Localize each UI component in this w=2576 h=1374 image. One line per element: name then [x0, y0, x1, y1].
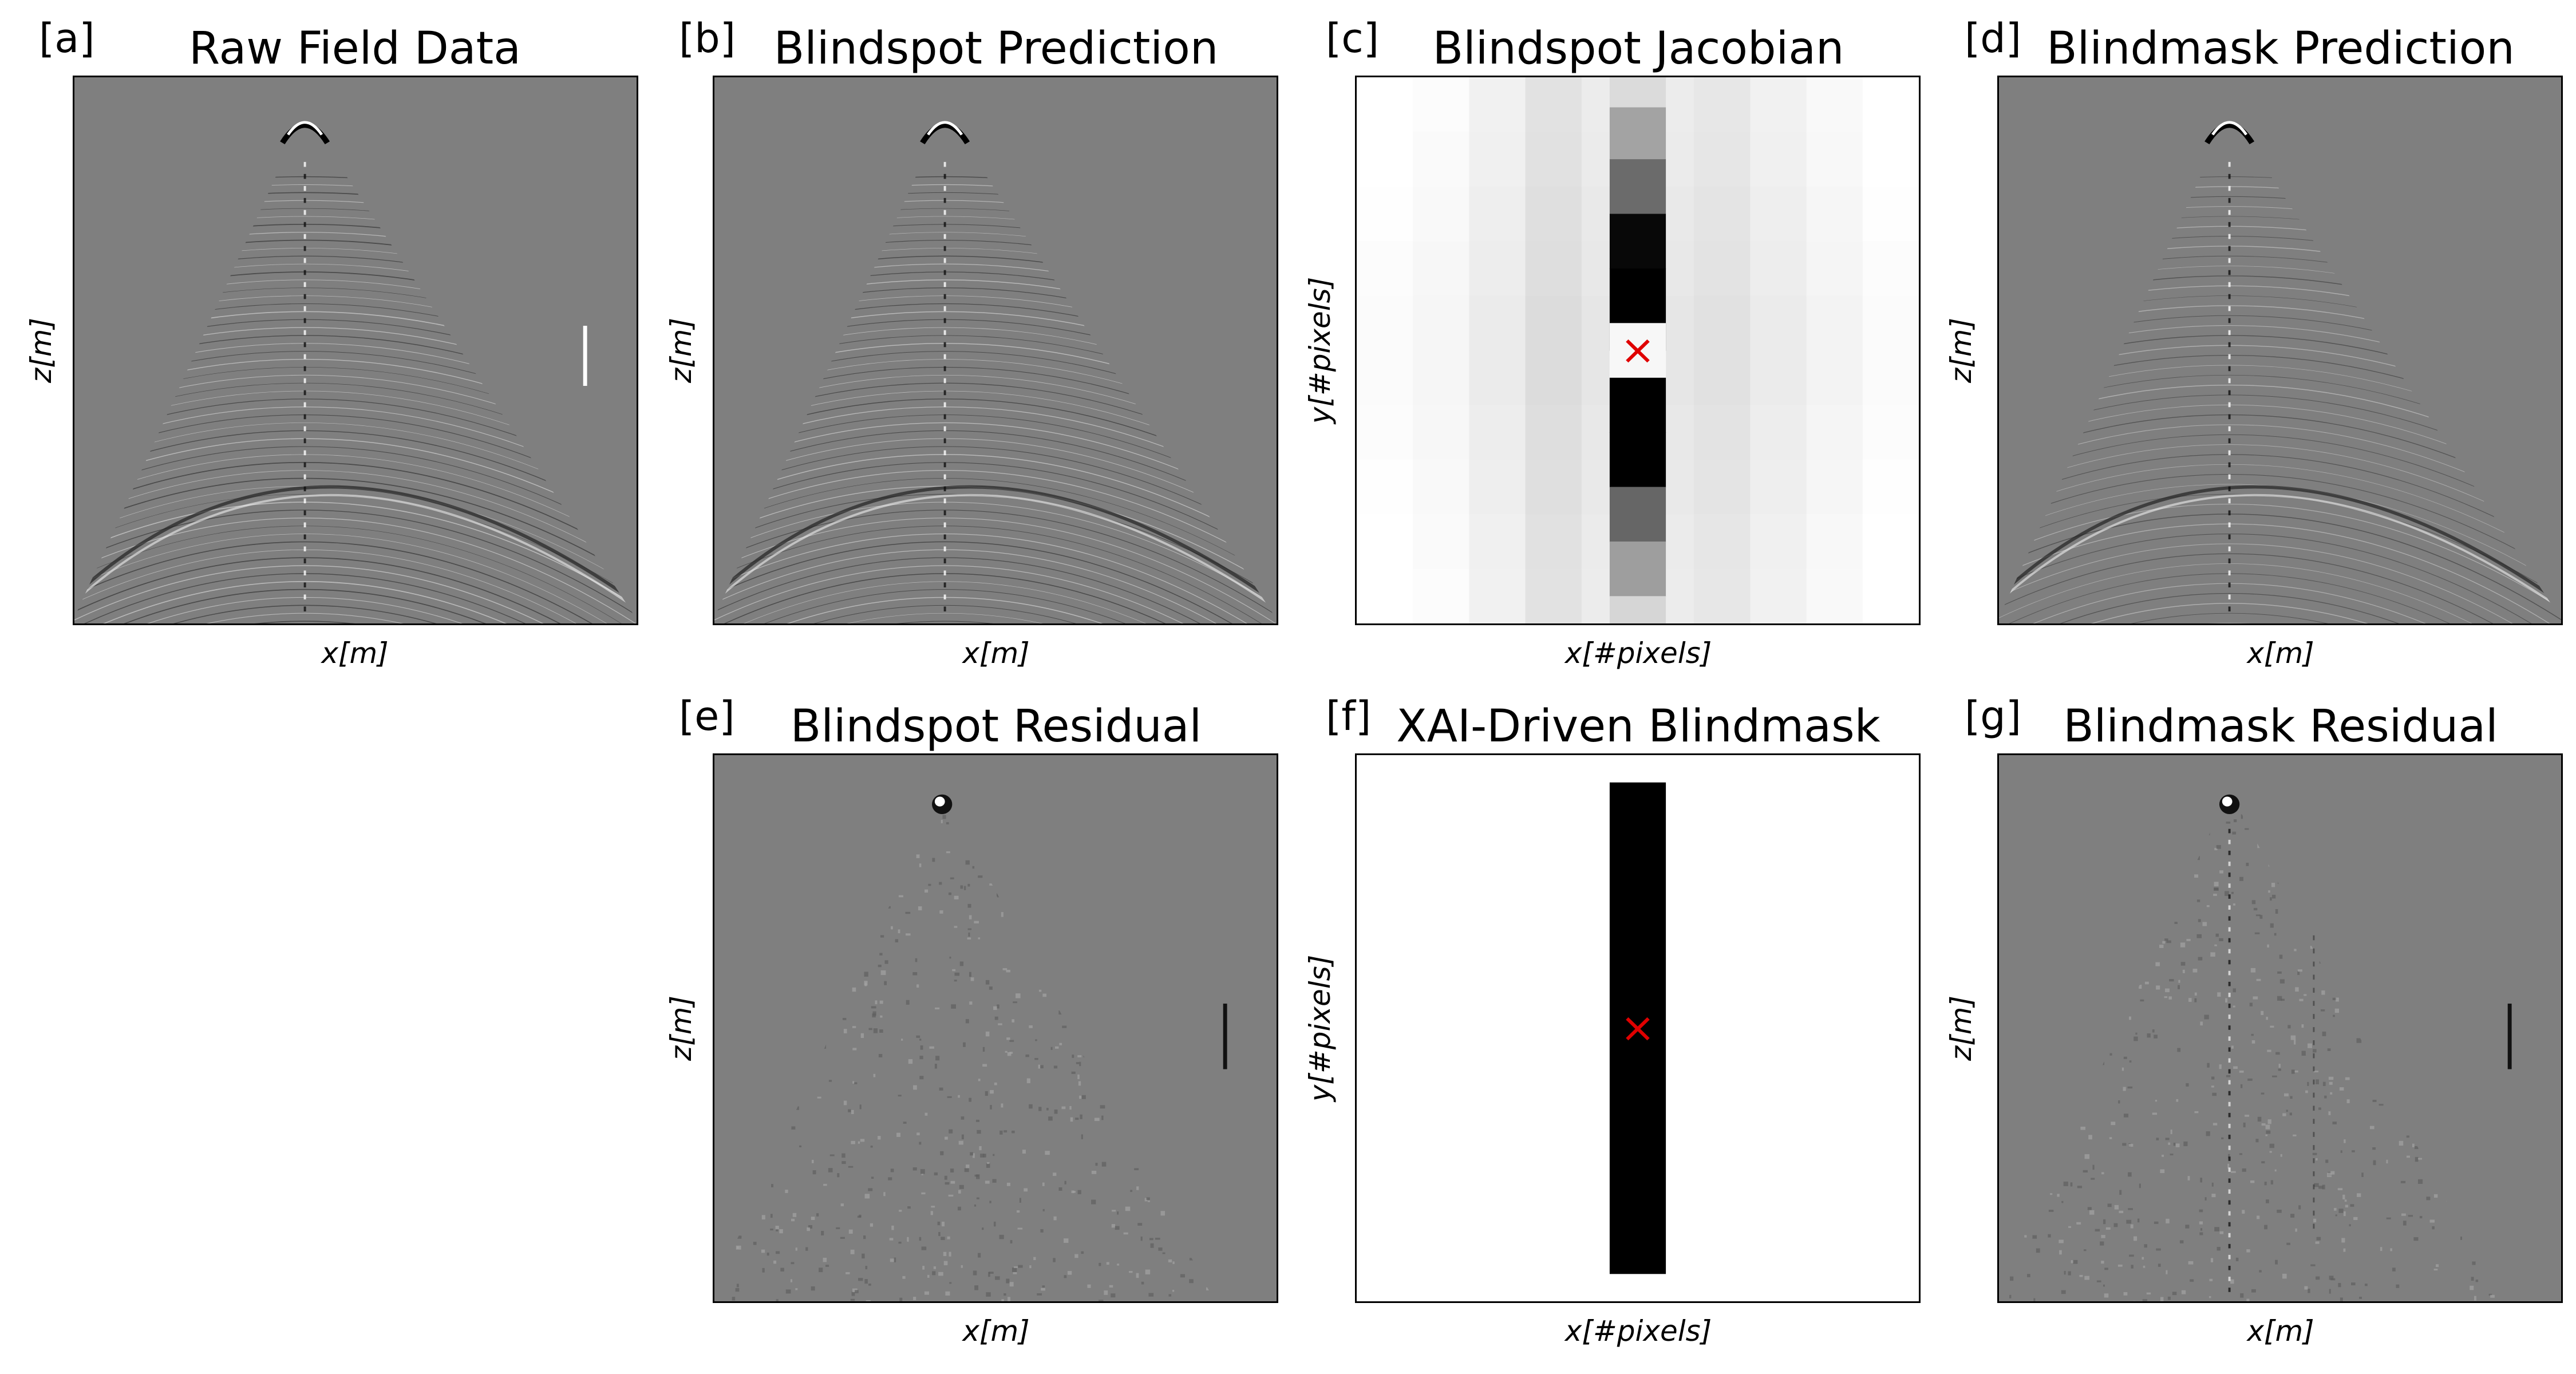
panel-tag: [d] [1965, 15, 2021, 62]
residual-plot [1997, 753, 2563, 1303]
panel-title: Blindmask Prediction [2046, 23, 2515, 74]
mask-image: × [1357, 755, 1919, 1301]
y-axis-label: z[m] [1945, 318, 1978, 383]
center-marker: × [1620, 1005, 1656, 1052]
gather-image [714, 77, 1277, 623]
background [714, 755, 1277, 1301]
panel-title: Blindspot Prediction [774, 23, 1219, 74]
panel-tag: [g] [1965, 693, 2021, 740]
residual-plot [713, 753, 1278, 1303]
y-axis-label: z[m] [665, 996, 698, 1061]
gather-plot [713, 76, 1278, 625]
mask-plot: × [1355, 753, 1921, 1303]
jacobian-image: × [1357, 77, 1919, 623]
panel-title: Raw Field Data [189, 23, 521, 74]
residual-image [1999, 755, 2561, 1301]
panel-tag: [b] [679, 15, 736, 62]
x-axis-label: x[#pixels] [1565, 637, 1712, 670]
panel-title: Blindspot Residual [791, 701, 1202, 752]
y-axis-label: z[m] [25, 318, 58, 383]
gather-image [1999, 77, 2561, 623]
panel-tag: [f] [1326, 693, 1371, 740]
x-axis-label: x[m] [2247, 637, 2314, 670]
panel-title: Blindspot Jacobian [1433, 23, 1844, 74]
x-axis-label: x[m] [962, 637, 1029, 670]
x-axis-label: x[m] [2247, 1314, 2314, 1348]
background [1999, 755, 2561, 1301]
noise-spike [1223, 1004, 1227, 1069]
y-axis-label: z[m] [665, 318, 698, 383]
panel-title: Blindmask Residual [2063, 701, 2498, 752]
noise-spike [583, 326, 587, 386]
x-axis-label: x[m] [321, 637, 388, 670]
panel-tag: [a] [39, 15, 95, 62]
gather-plot [1997, 76, 2563, 625]
jacobian-plot: × [1355, 76, 1921, 625]
x-axis-label: x[#pixels] [1565, 1314, 1712, 1348]
panel-title: XAI-Driven Blindmask [1396, 701, 1880, 752]
y-axis-label: z[m] [1945, 996, 1978, 1061]
residual-image [714, 755, 1277, 1301]
center-marker: × [1620, 327, 1656, 374]
noise-spike [2508, 1004, 2512, 1069]
gather-image [74, 77, 637, 623]
x-axis-label: x[m] [962, 1314, 1029, 1348]
gather-plot [73, 76, 638, 625]
panel-tag: [c] [1326, 15, 1379, 62]
y-axis-label: y[#pixels] [1303, 277, 1337, 424]
panel-tag: [e] [679, 693, 735, 740]
y-axis-label: y[#pixels] [1303, 955, 1337, 1101]
